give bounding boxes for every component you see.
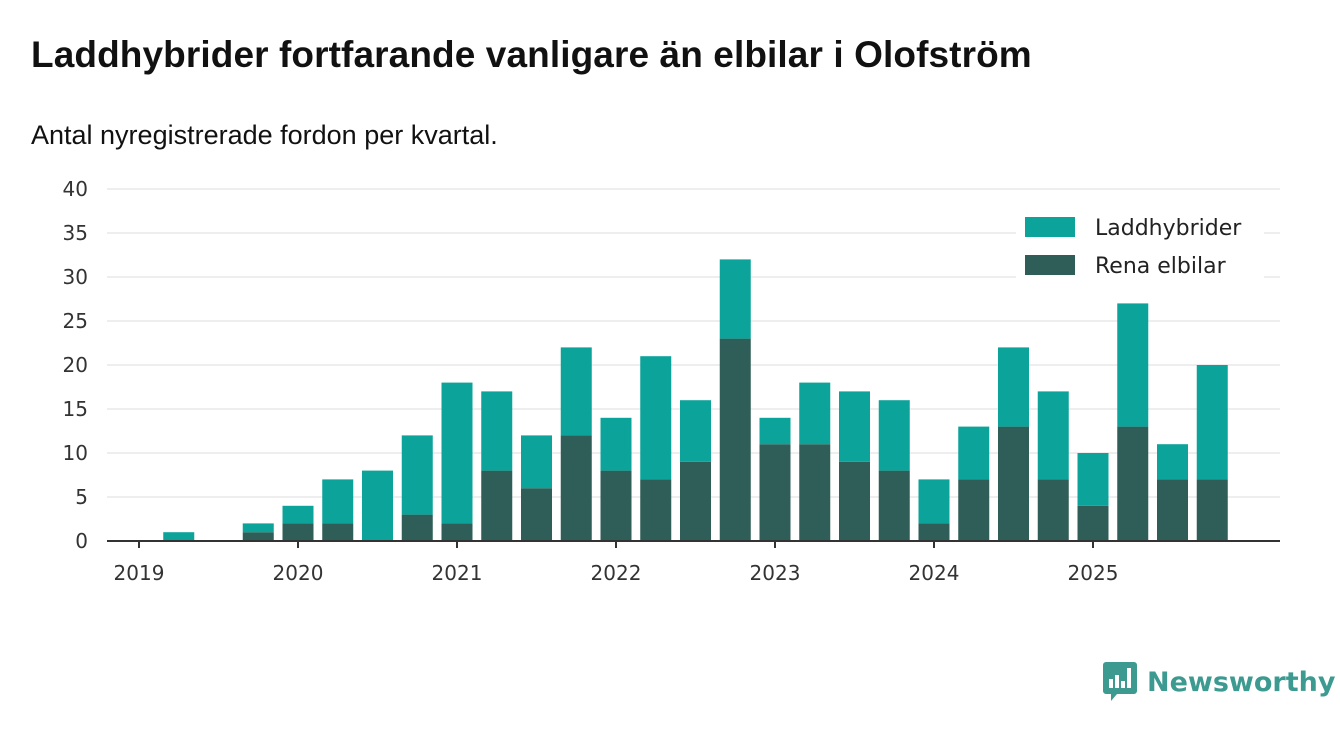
bar-laddhybrider: [481, 391, 513, 471]
bar-laddhybrider: [640, 356, 672, 480]
bar-laddhybrider: [998, 347, 1029, 427]
bar-laddhybrider: [799, 382, 831, 445]
bar-laddhybrider: [1037, 391, 1069, 480]
bar-rena-elbilar: [600, 470, 632, 541]
bars: [163, 259, 1228, 541]
bar-rena-elbilar: [242, 532, 274, 541]
chart-title: Laddhybrider fortfarande vanligare än el…: [31, 34, 1032, 75]
x-tick-label: 2023: [750, 561, 801, 585]
bar-laddhybrider: [719, 259, 751, 339]
y-tick-label: 25: [63, 309, 88, 333]
bar-laddhybrider: [839, 391, 870, 462]
bar-laddhybrider: [441, 382, 473, 524]
x-tick-label: 2024: [909, 561, 960, 585]
bar-laddhybrider: [1117, 303, 1149, 427]
bar-laddhybrider: [1157, 444, 1188, 480]
y-axis-ticks: 0 5 10 15 20 25 30 35 40: [63, 177, 88, 553]
bar-rena-elbilar: [560, 435, 592, 541]
bar-laddhybrider: [163, 532, 195, 541]
bar-rena-elbilar: [719, 338, 751, 541]
bar-rena-elbilar: [481, 470, 513, 541]
brand-logo: Newsworthy: [1103, 662, 1335, 702]
bar-rena-elbilar: [441, 523, 473, 541]
x-tick-label: 2019: [114, 561, 165, 585]
bar-rena-elbilar: [1077, 505, 1109, 541]
bar-laddhybrider: [1196, 365, 1228, 480]
bar-laddhybrider: [680, 400, 711, 462]
bar-laddhybrider: [242, 523, 274, 533]
y-tick-label: 0: [75, 529, 88, 553]
y-tick-label: 40: [63, 177, 88, 201]
bar-rena-elbilar: [958, 479, 990, 541]
bar-rena-elbilar: [680, 461, 711, 541]
y-tick-label: 35: [63, 221, 88, 245]
bar-laddhybrider: [322, 479, 354, 524]
bar-rena-elbilar: [759, 444, 791, 541]
bar-rena-elbilar: [521, 488, 552, 541]
bar-rena-elbilar: [1117, 426, 1149, 541]
bar-rena-elbilar: [401, 514, 433, 541]
bar-laddhybrider: [1077, 453, 1109, 506]
x-tick-label: 2025: [1068, 561, 1119, 585]
x-tick-label: 2022: [591, 561, 642, 585]
brand-name: Newsworthy: [1147, 666, 1336, 698]
bar-rena-elbilar: [1157, 479, 1188, 541]
bar-rena-elbilar: [878, 470, 910, 541]
bar-laddhybrider: [362, 470, 393, 541]
x-axis-ticks: 2019 2020 2021 2022 2023 2024 2025: [114, 541, 1119, 585]
bar-laddhybrider: [878, 400, 910, 471]
bar-laddhybrider: [282, 505, 314, 524]
bar-laddhybrider: [401, 435, 433, 515]
bar-laddhybrider: [521, 435, 552, 489]
y-tick-label: 20: [63, 353, 88, 377]
y-tick-label: 10: [63, 441, 88, 465]
legend: Laddhybrider Rena elbilar: [1016, 206, 1264, 280]
bar-laddhybrider: [600, 417, 632, 471]
legend-swatch-laddhybrider: [1025, 217, 1075, 237]
y-tick-label: 5: [75, 485, 88, 509]
bar-laddhybrider: [759, 417, 791, 445]
bar-rena-elbilar: [1037, 479, 1069, 541]
chart-subtitle: Antal nyregistrerade fordon per kvartal.: [31, 120, 498, 150]
bar-rena-elbilar: [998, 426, 1029, 541]
bar-rena-elbilar: [918, 523, 950, 541]
bar-rena-elbilar: [322, 523, 354, 541]
bar-laddhybrider: [958, 426, 990, 480]
bar-laddhybrider: [918, 479, 950, 524]
y-tick-label: 30: [63, 265, 88, 289]
legend-swatch-rena-elbilar: [1025, 255, 1075, 275]
bar-laddhybrider: [560, 347, 592, 436]
y-tick-label: 15: [63, 397, 88, 421]
bar-rena-elbilar: [640, 479, 672, 541]
bar-rena-elbilar: [1196, 479, 1228, 541]
bar-chart-speech-bubble-icon: [1103, 662, 1137, 701]
bar-rena-elbilar: [839, 461, 870, 541]
legend-label-rena-elbilar: Rena elbilar: [1095, 254, 1227, 279]
bar-rena-elbilar: [799, 444, 831, 541]
x-tick-label: 2020: [273, 561, 324, 585]
bar-rena-elbilar: [282, 523, 314, 541]
x-tick-label: 2021: [432, 561, 483, 585]
legend-label-laddhybrider: Laddhybrider: [1095, 216, 1242, 241]
